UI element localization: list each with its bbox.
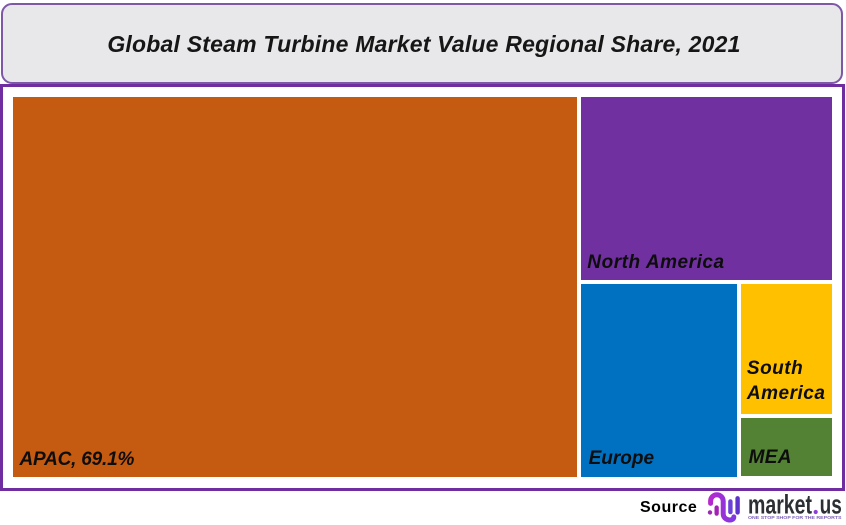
svg-text:market: market	[748, 490, 812, 520]
svg-text:ONE STOP SHOP FOR THE REPORTS: ONE STOP SHOP FOR THE REPORTS	[748, 515, 842, 520]
svg-text:us: us	[820, 490, 842, 520]
